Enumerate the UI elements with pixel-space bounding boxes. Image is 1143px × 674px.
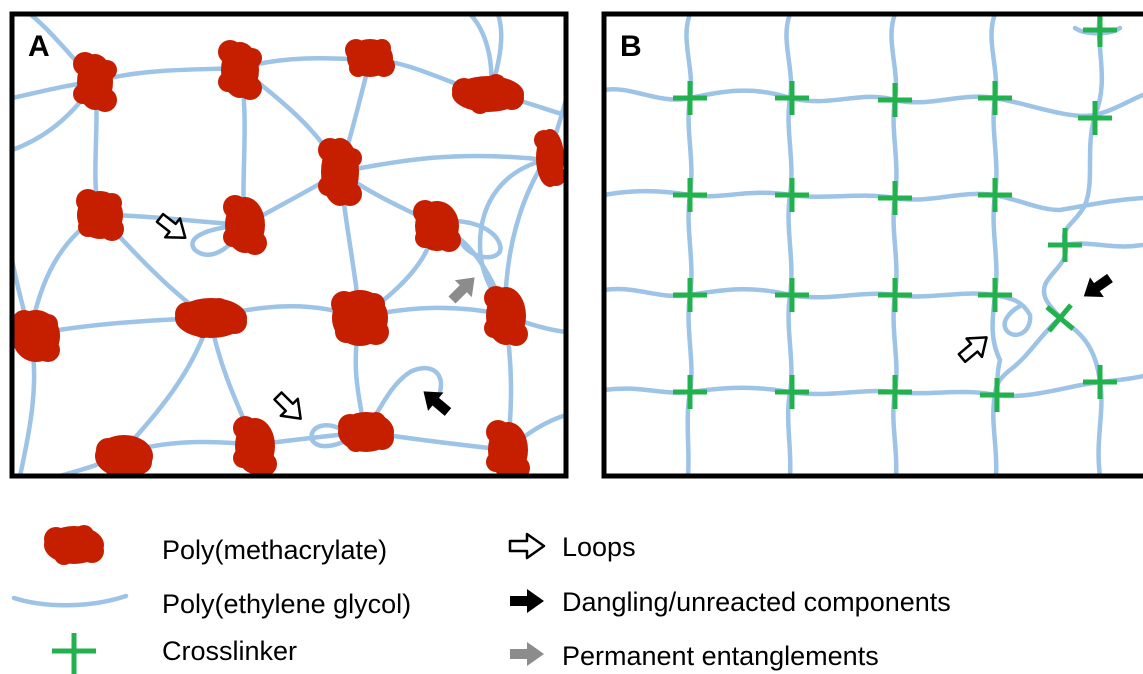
crosslinker-mark	[1078, 101, 1112, 135]
crosslinker-mark	[878, 375, 912, 409]
panel-a-label: A	[28, 30, 50, 63]
pma-blob	[486, 420, 530, 476]
pma-blob	[338, 412, 394, 452]
pma-blob	[413, 200, 461, 252]
legend-crosslinker-label: Crosslinker	[162, 636, 297, 666]
crosslinker-mark	[1083, 14, 1117, 47]
crosslinker-mark	[878, 278, 912, 312]
pma-blob	[95, 435, 153, 476]
panel-a-frame	[9, 11, 569, 479]
legend-entanglement-arrow-icon	[510, 642, 544, 666]
panel-b-frame	[601, 11, 1143, 479]
crosslinker-mark	[775, 178, 809, 212]
legend-polymethacrylate-swatch	[44, 525, 104, 565]
legend-dangling-label: Dangling/unreacted components	[562, 587, 951, 617]
crosslinker-mark	[978, 178, 1012, 212]
pma-blob	[12, 310, 60, 362]
pma-blob	[452, 74, 524, 114]
annotation-arrows-b	[957, 273, 1113, 364]
pma-blob	[223, 195, 267, 255]
pma-blob	[331, 290, 389, 346]
crosslinker-mark	[673, 278, 707, 312]
legend-entanglements-label: Permanent entanglements	[562, 641, 879, 671]
legend-peg-swatch	[11, 593, 129, 608]
panel-a: A	[9, 11, 569, 479]
entanglement-arrow-icon	[448, 277, 475, 304]
pma-blob	[534, 129, 566, 187]
crosslinker-mark	[775, 375, 809, 409]
loop-arrow-icon	[957, 336, 988, 364]
legend-dangling-arrow-icon	[510, 589, 544, 613]
panel-a-network	[12, 14, 566, 476]
pma-blob	[484, 286, 528, 346]
legend-loops-label: Loops	[562, 532, 636, 562]
legend-polymethacrylate-label: Poly(methacrylate)	[162, 535, 387, 565]
crosslinker-mark	[878, 83, 912, 117]
dangling-arrow-icon	[423, 391, 452, 416]
pma-blob	[345, 39, 395, 77]
annotation-arrows-a	[155, 212, 475, 420]
pma-blob	[318, 138, 362, 206]
loop-arrow-icon	[155, 212, 187, 239]
crosslinker-mark	[878, 181, 912, 215]
legend-loop-arrow-icon	[508, 532, 546, 560]
crosslinker-mark	[673, 375, 707, 409]
crosslinker-mark	[1083, 365, 1117, 399]
legend-peg-label: Poly(ethylene glycol)	[162, 589, 411, 619]
pma-blob	[233, 416, 277, 476]
dangling-arrow-icon	[1083, 273, 1113, 298]
crosslinker-mark	[978, 278, 1012, 312]
legend: Poly(methacrylate) Poly(ethylene glycol)…	[11, 525, 951, 674]
crosslinker-mark	[673, 178, 707, 212]
crosslinker-mark	[980, 378, 1014, 412]
loop-arrow-icon	[273, 391, 302, 420]
panel-b: B	[601, 11, 1143, 479]
pma-blob	[175, 298, 247, 338]
crosslinker-mark	[1045, 303, 1075, 333]
crosslinker-mark	[775, 81, 809, 115]
crosslinker-mark	[978, 81, 1012, 115]
legend-crosslinker-swatch	[52, 633, 96, 674]
crosslinker-mark	[775, 278, 809, 312]
pma-blob	[218, 40, 262, 100]
crosslinker-mark	[1048, 228, 1082, 262]
crosslinker-mark	[673, 81, 707, 115]
panel-b-network	[604, 14, 1143, 476]
polymethacrylate-blobs-a	[12, 39, 566, 476]
pma-blob	[76, 189, 124, 241]
crosslinkers-b	[673, 14, 1117, 412]
panel-b-label: B	[620, 30, 642, 63]
pma-blob	[73, 52, 117, 112]
